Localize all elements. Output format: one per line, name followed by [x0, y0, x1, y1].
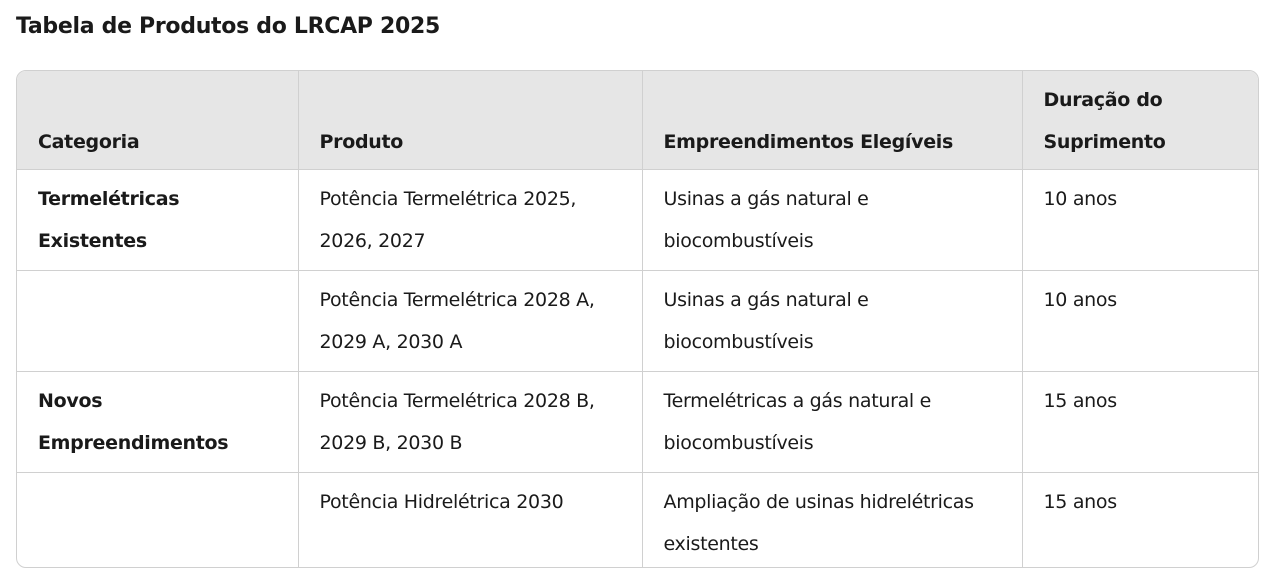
- table-row: Potência Hidrelétrica 2030 Ampliação de …: [17, 472, 1258, 567]
- table-row: Novos Empreendimentos Potência Termelétr…: [17, 371, 1258, 473]
- cell-duracao: 15 anos: [1022, 371, 1258, 473]
- products-table: Categoria Produto Empreendimentos Elegív…: [17, 71, 1258, 567]
- cell-empreendimentos: Usinas a gás natural e biocombustíveis: [642, 270, 1023, 372]
- products-table-container: Categoria Produto Empreendimentos Elegív…: [16, 70, 1259, 568]
- table-row: Potência Termelétrica 2028 A, 2029 A, 20…: [17, 270, 1258, 372]
- table-header-row: Categoria Produto Empreendimentos Elegív…: [17, 71, 1258, 170]
- cell-duracao: 10 anos: [1022, 169, 1258, 271]
- cell-produto: Potência Termelétrica 2025, 2026, 2027: [298, 169, 643, 271]
- table-row: Termelétricas Existentes Potência Termel…: [17, 169, 1258, 271]
- cell-duracao: 15 anos: [1043, 491, 1118, 513]
- cell-empreendimentos: Termelétricas a gás natural e biocombust…: [642, 371, 1023, 473]
- cell-produto: Potência Termelétrica 2028 B, 2029 B, 20…: [298, 371, 643, 473]
- cell-categoria: [17, 270, 299, 372]
- cell-produto: Potência Termelétrica 2028 A, 2029 A, 20…: [298, 270, 643, 372]
- cell-categoria: [17, 472, 299, 567]
- header-duracao: Duração do Suprimento: [1022, 71, 1258, 170]
- cell-empreendimentos: Ampliação de usinas hidrelétricas existe…: [642, 472, 1023, 567]
- header-produto: Produto: [298, 71, 643, 170]
- cell-produto: Potência Hidrelétrica 2030: [298, 472, 643, 567]
- header-empreendimentos: Empreendimentos Elegíveis: [642, 71, 1023, 170]
- cell-categoria: Termelétricas Existentes: [17, 169, 299, 271]
- page-title: Tabela de Produtos do LRCAP 2025: [16, 14, 441, 39]
- cell-empreendimentos: Usinas a gás natural e biocombustíveis: [642, 169, 1023, 271]
- cell-duracao: 10 anos: [1022, 270, 1258, 372]
- cell-categoria: Novos Empreendimentos: [17, 371, 299, 473]
- header-categoria: Categoria: [17, 71, 299, 170]
